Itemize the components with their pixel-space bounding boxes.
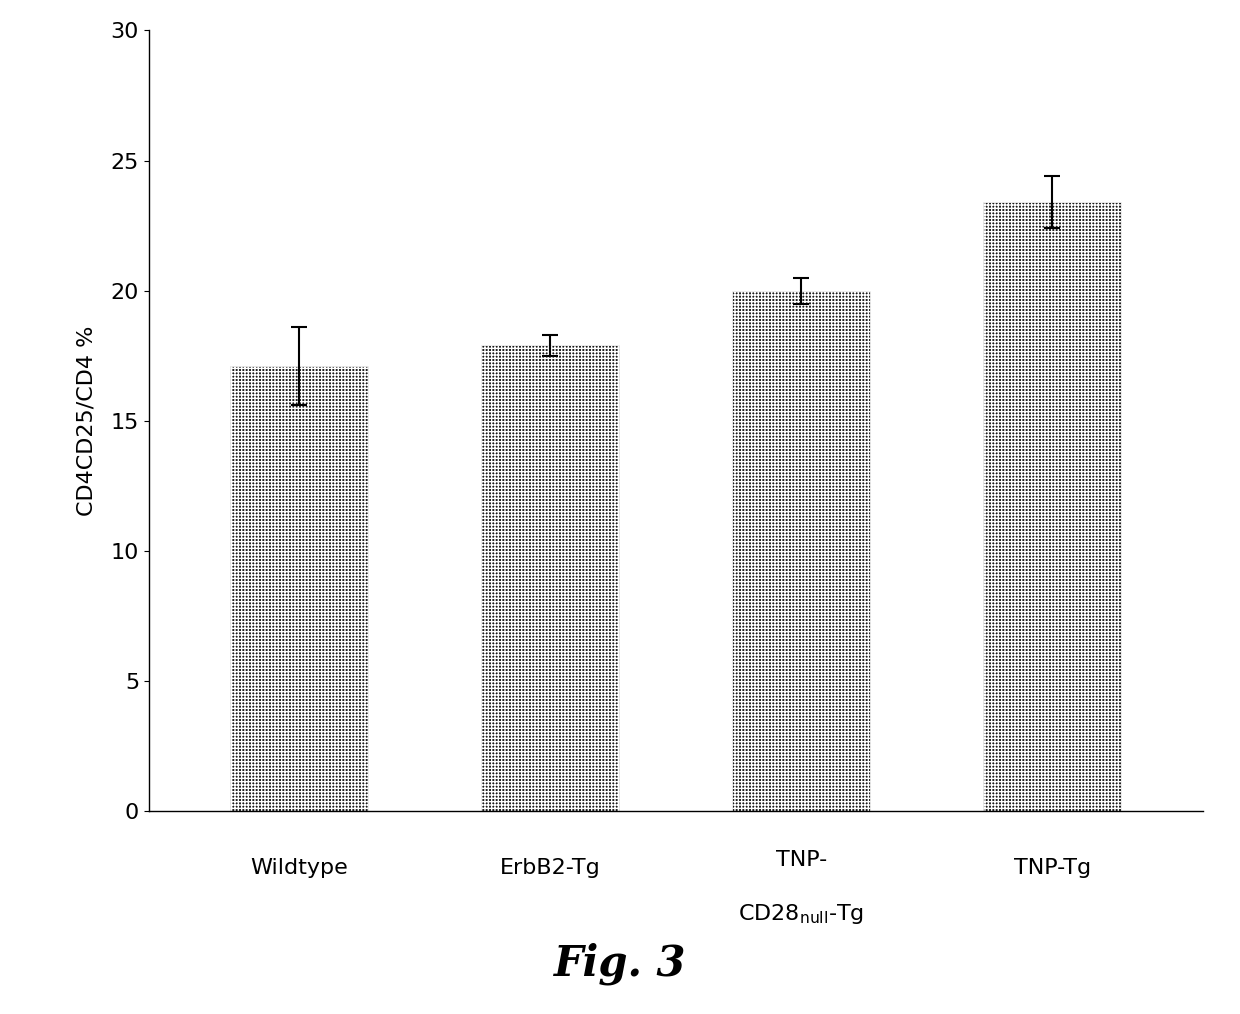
Text: TNP-: TNP- (776, 850, 827, 870)
Bar (481, 346, 619, 811)
Bar (231, 366, 368, 811)
Text: ErbB2-Tg: ErbB2-Tg (500, 858, 600, 878)
Text: CD28$_{\mathregular{null}}$-Tg: CD28$_{\mathregular{null}}$-Tg (738, 902, 864, 927)
Y-axis label: CD4CD25/CD4 %: CD4CD25/CD4 % (77, 325, 97, 516)
Text: Fig. 3: Fig. 3 (554, 942, 686, 985)
Bar (733, 291, 870, 811)
Bar (983, 202, 1121, 811)
Text: TNP-Tg: TNP-Tg (1013, 858, 1091, 878)
Text: Wildtype: Wildtype (250, 858, 348, 878)
